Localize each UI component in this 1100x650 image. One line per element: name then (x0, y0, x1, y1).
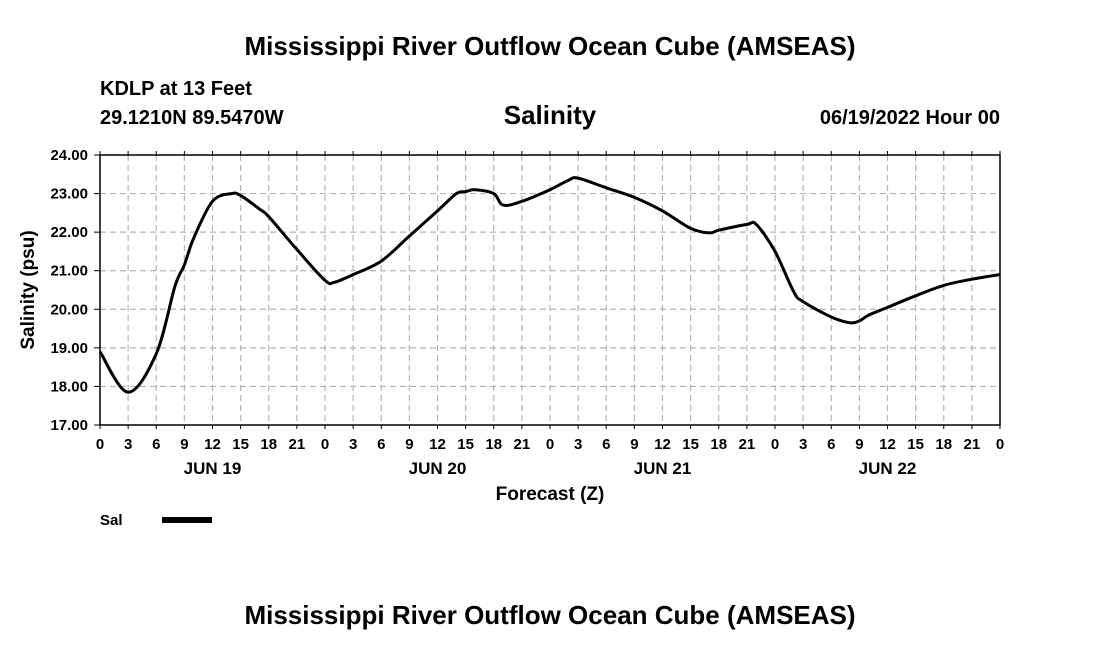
y-tick-label: 18.00 (50, 378, 88, 395)
y-tick-label: 21.00 (50, 263, 88, 280)
x-tick-label: 9 (180, 436, 188, 453)
y-tick-label: 23.00 (50, 186, 88, 203)
chart-main-title: Mississippi River Outflow Ocean Cube (AM… (244, 31, 855, 61)
x-tick-label: 0 (321, 436, 329, 453)
x-tick-label: 12 (204, 436, 221, 453)
date-label: JUN 19 (184, 459, 242, 478)
date-labels: JUN 19 JUN 20 JUN 21 JUN 22 (184, 459, 917, 478)
y-tick-label: 20.00 (50, 301, 88, 318)
x-tick-label: 15 (907, 436, 924, 453)
x-tick-label: 6 (827, 436, 835, 453)
x-tick-label: 6 (377, 436, 385, 453)
x-axis-ticks: 0 3 6 9 12 15 18 21 0 3 6 9 12 15 18 21 0 3 6 9 12 15 18 21 0 3 6 9… (96, 151, 1004, 453)
x-tick-label: 15 (682, 436, 699, 453)
y-tick-label: 22.00 (50, 224, 88, 241)
x-tick-label: 9 (630, 436, 638, 453)
x-tick-label: 21 (964, 436, 981, 453)
y-tick-label: 24.00 (50, 147, 88, 164)
y-axis-label: Salinity (psu) (18, 230, 39, 349)
x-tick-label: 9 (855, 436, 863, 453)
x-tick-label: 0 (771, 436, 779, 453)
date-label: JUN 21 (634, 459, 692, 478)
x-tick-label: 3 (799, 436, 807, 453)
x-tick-label: 12 (654, 436, 671, 453)
footer-title: Mississippi River Outflow Ocean Cube (AM… (244, 600, 855, 630)
x-tick-label: 21 (514, 436, 531, 453)
x-tick-label: 21 (739, 436, 756, 453)
x-tick-label: 0 (546, 436, 554, 453)
x-tick-label: 6 (602, 436, 610, 453)
location-label: 29.1210N 89.5470W (100, 107, 284, 129)
x-tick-label: 6 (152, 436, 160, 453)
y-tick-label: 17.00 (50, 417, 88, 434)
series-line-sal (98, 176, 1001, 394)
x-tick-label: 15 (457, 436, 474, 453)
station-label: KDLP at 13 Feet (100, 78, 252, 100)
grid (100, 155, 1000, 425)
x-tick-label: 0 (996, 436, 1004, 453)
x-tick-label: 18 (260, 436, 277, 453)
date-label: JUN 22 (859, 459, 917, 478)
plot-frame (99, 154, 1001, 426)
x-tick-label: 3 (574, 436, 582, 453)
x-tick-label: 3 (349, 436, 357, 453)
run-time-label: 06/19/2022 Hour 00 (820, 107, 1000, 129)
y-axis-ticks: 17.00 18.00 19.00 20.00 21.00 22.00 23.00 24.00 (50, 147, 100, 434)
legend-label: Sal (100, 512, 123, 529)
x-tick-label: 18 (485, 436, 502, 453)
x-tick-label: 3 (124, 436, 132, 453)
x-tick-label: 0 (96, 436, 104, 453)
x-tick-label: 18 (710, 436, 727, 453)
x-tick-label: 12 (429, 436, 446, 453)
x-axis-label: Forecast (Z) (496, 484, 605, 505)
series-layer (98, 176, 1001, 394)
x-tick-label: 15 (232, 436, 249, 453)
x-tick-label: 21 (289, 436, 306, 453)
x-tick-label: 18 (935, 436, 952, 453)
chart-subtitle: Salinity (504, 100, 597, 130)
y-tick-label: 19.00 (50, 340, 88, 357)
date-label: JUN 20 (409, 459, 467, 478)
x-tick-label: 9 (405, 436, 413, 453)
x-tick-label: 12 (879, 436, 896, 453)
